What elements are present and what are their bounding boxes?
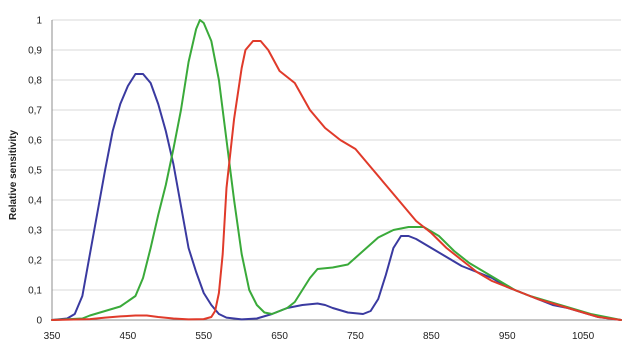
gridlines (52, 19, 621, 291)
axes (51, 20, 621, 321)
y-tick-label: 0 (36, 316, 42, 327)
y-tick-label: 1 (36, 16, 42, 27)
x-tick-label: 550 (195, 331, 212, 342)
series-line-2 (51, 19, 622, 321)
y-tick-label: 0,2 (28, 256, 42, 267)
y-tick-label: 0,9 (28, 46, 42, 57)
y-tick-label: 0,3 (28, 226, 42, 237)
y-tick-label: 0,8 (28, 76, 42, 87)
y-axis-title: Relative sensitivity (8, 130, 19, 220)
x-tick-label: 650 (271, 331, 288, 342)
x-tick-label: 1050 (572, 331, 595, 342)
x-tick-label: 350 (44, 331, 61, 342)
series-lines (51, 19, 622, 321)
x-tick-label: 850 (423, 331, 440, 342)
y-tick-label: 0,5 (28, 166, 42, 177)
y-tick-labels: 0 0,1 0,2 0,3 0,4 0,5 0,6 0,7 0,8 0,9 1 (28, 16, 42, 327)
y-tick-label: 0,6 (28, 136, 42, 147)
series-line-3 (51, 40, 622, 321)
x-tick-label: 450 (120, 331, 137, 342)
y-tick-label: 0,7 (28, 106, 42, 117)
y-tick-label: 0,4 (28, 196, 42, 207)
x-tick-label: 750 (347, 331, 364, 342)
x-tick-label: 950 (499, 331, 516, 342)
series-line-1 (51, 73, 622, 321)
y-tick-label: 0,1 (28, 286, 42, 297)
x-tick-labels: 350 450 550 650 750 850 950 1050 (44, 331, 595, 342)
